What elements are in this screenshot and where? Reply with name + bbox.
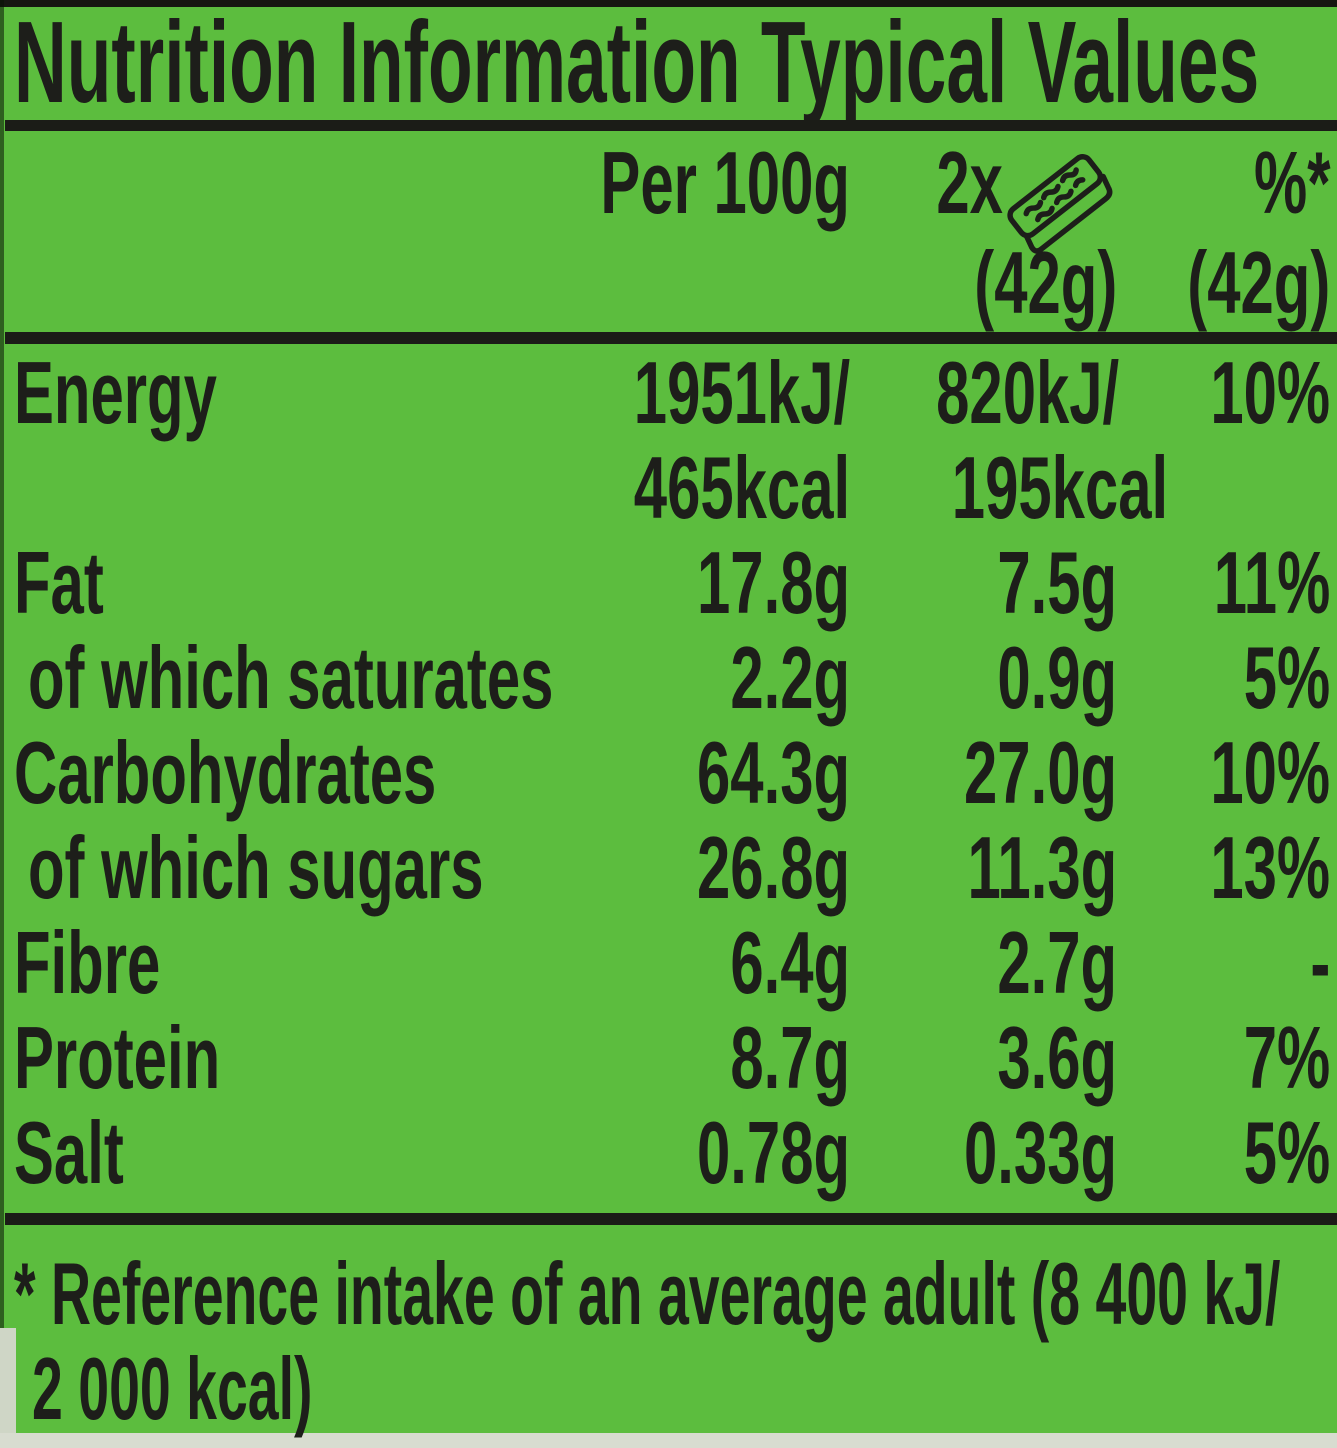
value-per100g: 26.8g xyxy=(696,818,850,917)
header-spacer xyxy=(14,133,470,233)
bottom-strip xyxy=(0,1433,1337,1448)
nutrient-row-energy: Energy 1951kJ/ 465kcal 820kJ/ 195kcal 10… xyxy=(14,345,1330,535)
nutrient-name: Salt xyxy=(14,1103,124,1202)
nutrient-name: Fat xyxy=(14,533,104,632)
value-per100g: 64.3g xyxy=(696,723,850,822)
bottom-left-corner xyxy=(0,1328,16,1433)
footnote-line-1: * Reference intake of an average adult (… xyxy=(14,1244,1281,1343)
value-per100g: 17.8g xyxy=(696,533,850,632)
divider-above-footnote xyxy=(5,1213,1337,1225)
value-percent-ri: 7% xyxy=(1243,1008,1330,1107)
value-percent-ri: - xyxy=(1310,913,1330,1012)
header-spacer xyxy=(470,233,850,333)
value-per100g: 6.4g xyxy=(730,913,850,1012)
value-per-portion: 0.33g xyxy=(963,1103,1117,1202)
nutrient-name: Carbohydrates xyxy=(14,723,437,822)
value-per-portion: 0.9g xyxy=(997,628,1117,727)
nutrient-row-sugars: of which sugars 26.8g 11.3g 13% xyxy=(14,820,1330,915)
reference-intake-footnote: * Reference intake of an average adult (… xyxy=(14,1246,1337,1436)
nutrient-name: Protein xyxy=(14,1008,221,1107)
value-percent-ri: 5% xyxy=(1243,1103,1330,1202)
left-edge-line xyxy=(0,0,4,1340)
label-title: Nutrition Information Typical Values xyxy=(14,4,1337,120)
value-percent-ri: 13% xyxy=(1210,818,1330,917)
nutrient-table: Energy 1951kJ/ 465kcal 820kJ/ 195kcal 10… xyxy=(14,345,1330,1200)
column-headers: Per 100g 2x xyxy=(14,133,1330,333)
header-row-2: (42g) (42g) xyxy=(14,233,1330,333)
value-percent-ri: 10% xyxy=(1210,723,1330,822)
nutrient-row-protein: Protein 8.7g 3.6g 7% xyxy=(14,1010,1330,1105)
nutrient-name: Energy xyxy=(14,343,217,442)
divider-under-title xyxy=(5,120,1337,131)
nutrient-name: of which saturates xyxy=(28,628,554,727)
nutrient-row-fibre: Fibre 6.4g 2.7g - xyxy=(14,915,1330,1010)
value-per-portion: 820kJ/ 195kcal xyxy=(936,343,1169,537)
nutrient-name: of which sugars xyxy=(28,818,484,917)
divider-under-headers xyxy=(5,332,1337,344)
nutrient-row-salt: Salt 0.78g 0.33g 5% xyxy=(14,1105,1330,1200)
value-per-portion: 3.6g xyxy=(997,1008,1117,1107)
value-percent-ri: 5% xyxy=(1243,628,1330,727)
value-per100g: 1951kJ/ 465kcal xyxy=(633,343,850,537)
header-row-1: Per 100g 2x xyxy=(14,133,1331,254)
value-percent-ri: 10% xyxy=(1210,343,1330,442)
value-per100g: 8.7g xyxy=(730,1008,850,1107)
percent-weight: (42g) xyxy=(1187,233,1330,332)
nutrient-row-saturates: of which saturates 2.2g 0.9g 5% xyxy=(14,630,1330,725)
cereal-bar-icon xyxy=(1007,154,1113,254)
value-percent-ri: 11% xyxy=(1213,533,1330,632)
nutrient-row-carbohydrates: Carbohydrates 64.3g 27.0g 10% xyxy=(14,725,1330,820)
col-portion-header: 2x xyxy=(850,133,1117,254)
nutrient-row-fat: Fat 17.8g 7.5g 11% xyxy=(14,535,1330,630)
nutrient-name: Fibre xyxy=(14,913,161,1012)
col-percent-header: %* xyxy=(1253,133,1331,232)
footnote-line-2: 2 000 kcal) xyxy=(32,1339,313,1438)
header-spacer xyxy=(14,233,470,333)
value-per100g: 2.2g xyxy=(730,628,850,727)
value-per-portion: 2.7g xyxy=(997,913,1117,1012)
value-per-portion: 11.3g xyxy=(967,818,1117,917)
top-edge-line xyxy=(0,0,1337,7)
value-per100g: 0.78g xyxy=(696,1103,850,1202)
value-per-portion: 7.5g xyxy=(997,533,1117,632)
col-per100g-header: Per 100g xyxy=(600,133,850,232)
portion-weight: (42g) xyxy=(974,233,1117,332)
value-per-portion: 27.0g xyxy=(963,723,1117,822)
portion-multiplier: 2x xyxy=(936,133,1003,232)
label-title-text: Nutrition Information Typical Values xyxy=(14,0,1260,127)
